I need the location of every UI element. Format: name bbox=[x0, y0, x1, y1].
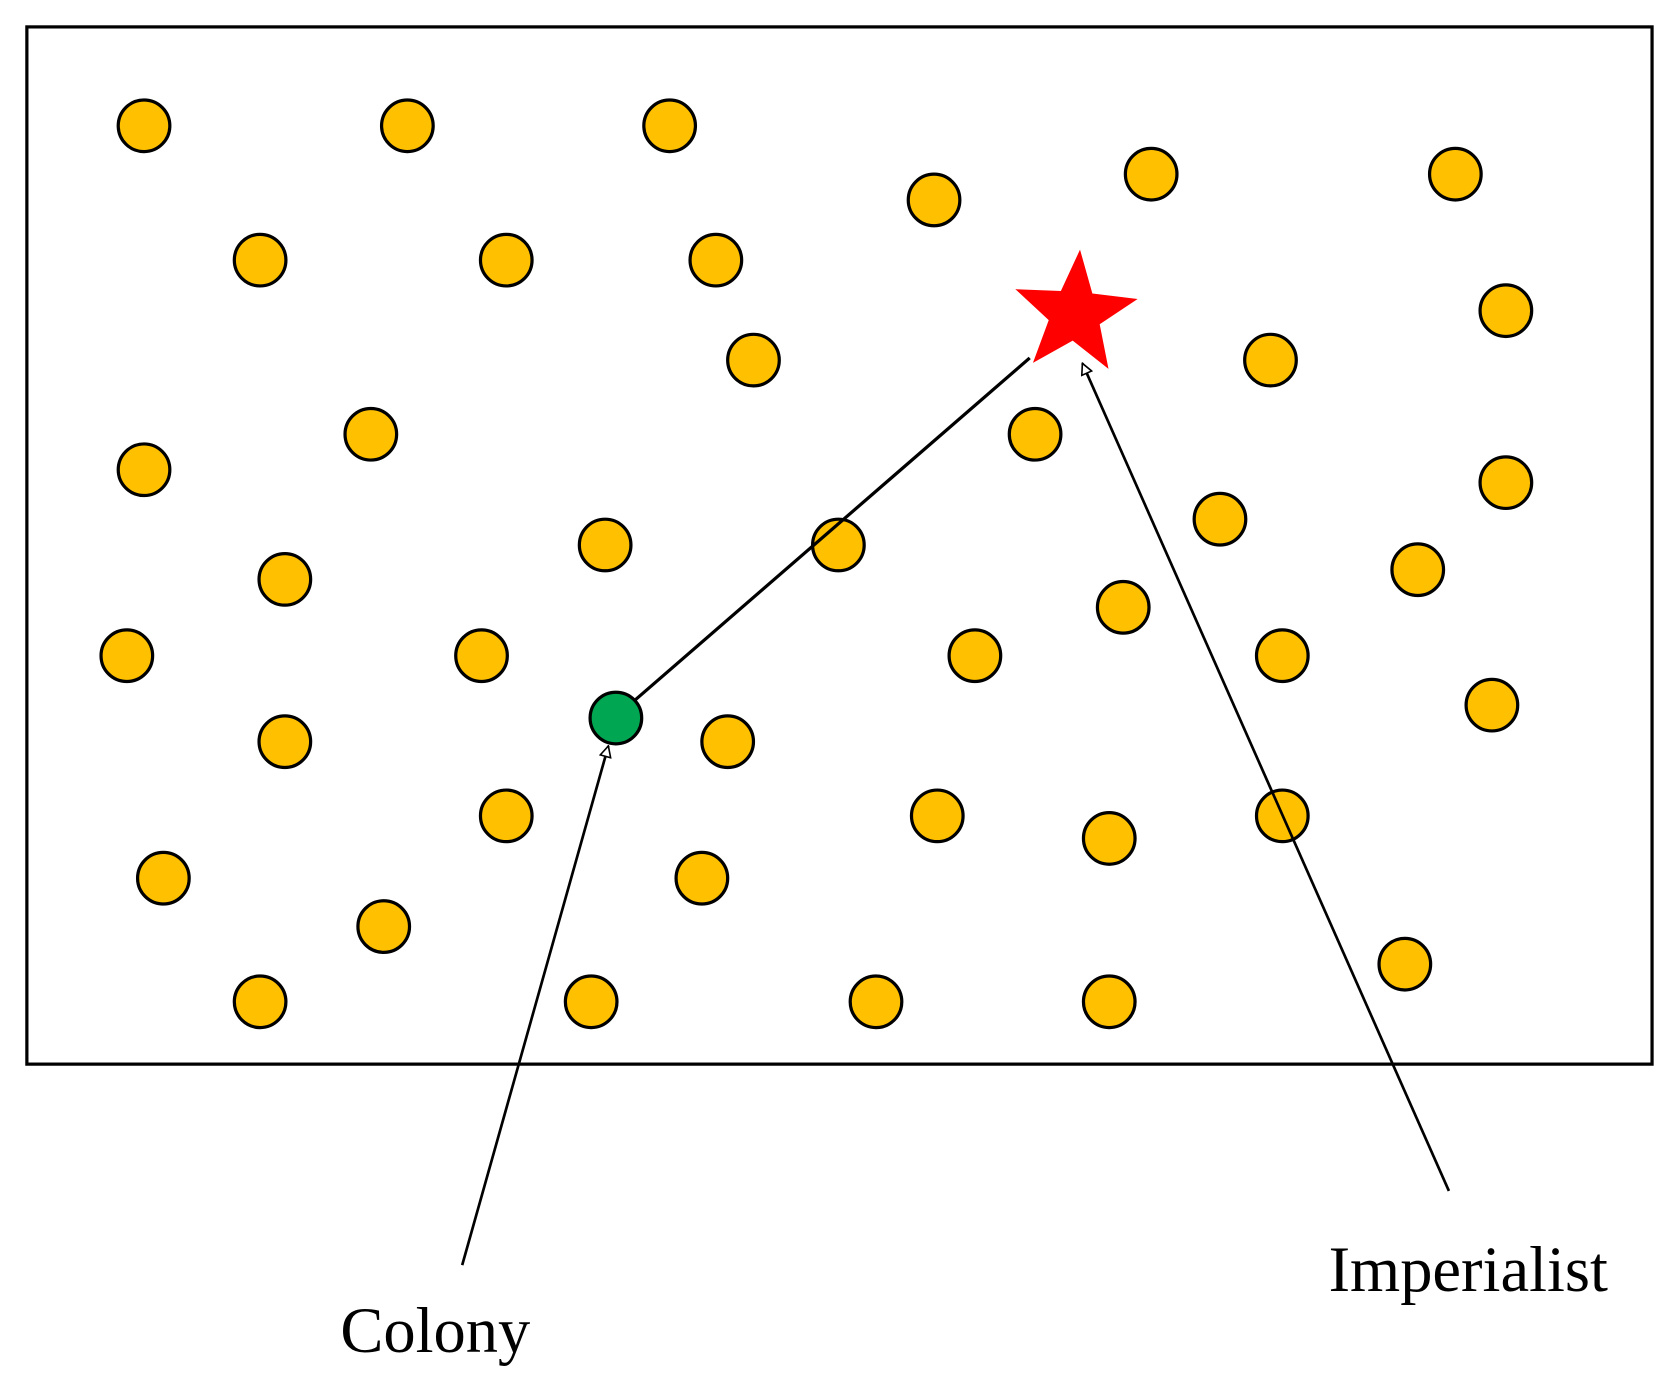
country-point bbox=[848, 974, 904, 1030]
country-point bbox=[1243, 332, 1298, 388]
country-point bbox=[1192, 491, 1248, 547]
country-point bbox=[674, 850, 730, 906]
country-point bbox=[1081, 974, 1137, 1030]
country-point bbox=[726, 332, 781, 388]
country-point bbox=[1095, 579, 1151, 635]
country-point bbox=[454, 628, 509, 684]
country-point bbox=[1123, 146, 1179, 202]
country-point bbox=[116, 98, 172, 154]
colony-point bbox=[588, 690, 644, 746]
country-point bbox=[1478, 455, 1534, 511]
country-point bbox=[478, 232, 534, 288]
country-point bbox=[700, 714, 756, 770]
country-point bbox=[1377, 936, 1433, 992]
imperialist-arrow bbox=[1082, 363, 1451, 1192]
country-point bbox=[257, 714, 313, 770]
country-point bbox=[1390, 542, 1446, 598]
imperialist-label: Imperialist bbox=[1329, 1234, 1608, 1305]
colony-arrow bbox=[460, 746, 608, 1266]
imperialist-star bbox=[1015, 249, 1138, 369]
country-point bbox=[1081, 811, 1137, 866]
country-point bbox=[116, 442, 172, 498]
country-point bbox=[232, 232, 288, 288]
country-point bbox=[906, 172, 962, 228]
assimilation-line bbox=[633, 356, 1031, 703]
country-point bbox=[257, 551, 313, 607]
country-point bbox=[232, 974, 288, 1030]
country-point bbox=[563, 974, 619, 1030]
country-point bbox=[909, 788, 965, 844]
country-point bbox=[1464, 677, 1520, 733]
country-point bbox=[379, 98, 435, 154]
colony-label: Colony bbox=[340, 1295, 530, 1366]
country-point bbox=[577, 517, 633, 573]
country-point bbox=[99, 628, 155, 684]
country-point bbox=[1478, 283, 1534, 339]
country-point bbox=[343, 406, 399, 462]
country-point bbox=[947, 628, 1003, 684]
country-point bbox=[688, 232, 744, 288]
country-point bbox=[356, 899, 412, 954]
country-point bbox=[1007, 406, 1063, 462]
countries bbox=[99, 98, 1534, 1030]
country-point bbox=[642, 98, 698, 154]
country-point bbox=[810, 517, 866, 573]
country-point bbox=[135, 850, 191, 906]
country-point bbox=[1427, 146, 1483, 202]
country-point bbox=[478, 788, 534, 844]
country-point bbox=[1254, 628, 1310, 684]
